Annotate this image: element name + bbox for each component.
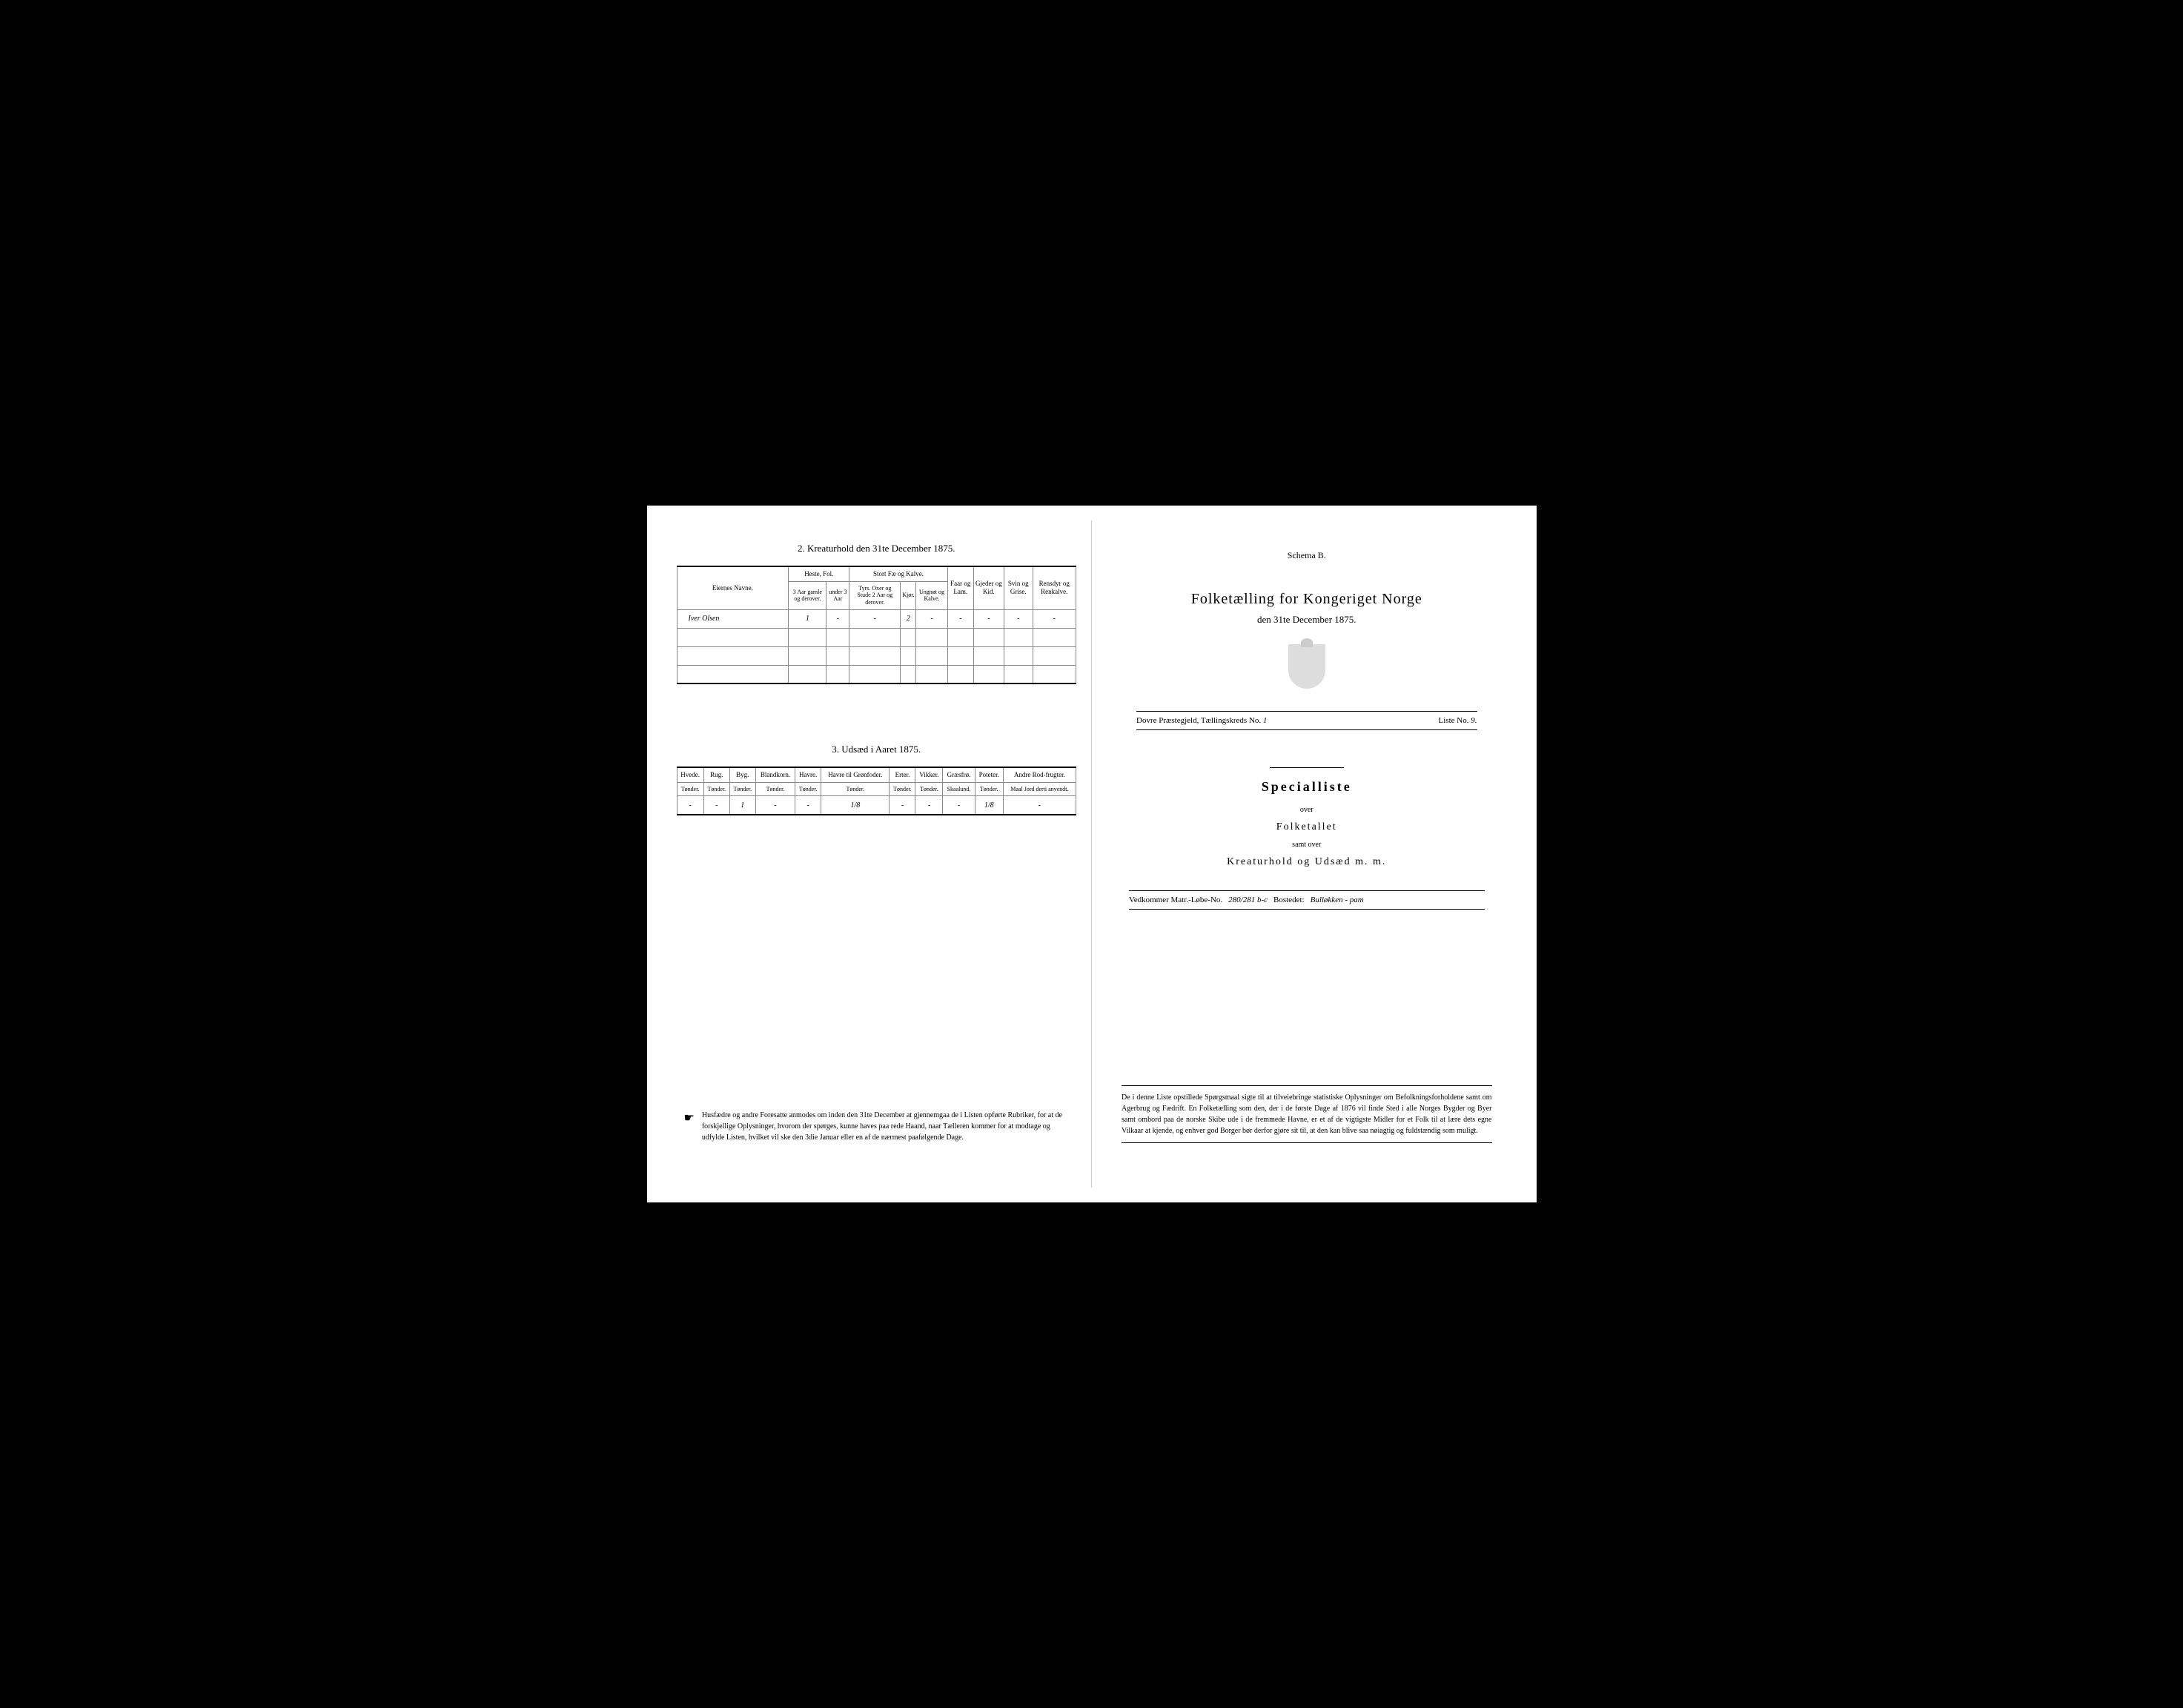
u-col4: Blandkorn. [755, 767, 795, 782]
u-v10: 1/8 [975, 796, 1003, 815]
empty-row [677, 646, 1076, 665]
u-v3: 1 [729, 796, 755, 815]
u-v5: - [795, 796, 821, 815]
footer-text: Husfædre og andre Foresatte anmodes om i… [702, 1110, 1069, 1143]
col-gjeder: Gjeder og Kid. [973, 566, 1004, 609]
norway-crest-icon [1288, 644, 1325, 689]
u-v1: - [677, 796, 703, 815]
u-col2: Rug. [703, 767, 729, 782]
u-col1: Hvede. [677, 767, 703, 782]
row1-v8: - [1004, 609, 1033, 628]
u-v6: 1/8 [821, 796, 890, 815]
bostedet: Bulløkken - pam [1311, 896, 1364, 904]
kreaturhold-line: Kreaturhold og Udsæd m. m. [1107, 856, 1507, 868]
section2-title: 2. Kreaturhold den 31te December 1875. [677, 543, 1077, 555]
u-v4: - [755, 796, 795, 815]
u-col10: Poteter. [975, 767, 1003, 782]
u-unit8: Tønder. [915, 782, 943, 796]
main-title: Folketælling for Kongeriget Norge [1107, 591, 1507, 608]
samt-over: samt over [1107, 841, 1507, 849]
row1-v2: - [827, 609, 849, 628]
row1-v3: - [849, 609, 901, 628]
section3-title: 3. Udsæd i Aaret 1875. [677, 744, 1077, 755]
col-rensdyr: Rensdyr og Renkalve. [1033, 566, 1076, 609]
document-spread: 2. Kreaturhold den 31te December 1875. E… [647, 506, 1537, 1202]
u-unit5: Tønder. [795, 782, 821, 796]
col-heste2: under 3 Aar [827, 581, 849, 609]
udsaed-table: Hvede. Rug. Byg. Blandkorn. Havre. Havre… [677, 767, 1077, 815]
liste-label: Liste No. [1439, 716, 1469, 725]
u-unit7: Tønder. [890, 782, 915, 796]
specialliste-title: Specialliste [1107, 779, 1507, 795]
u-v8: - [915, 796, 943, 815]
over1: over [1107, 806, 1507, 814]
u-col11: Andre Rod-frugter. [1003, 767, 1076, 782]
col-heste1: 3 Aar gamle og derover. [789, 581, 827, 609]
u-col5: Havre. [795, 767, 821, 782]
u-unit10: Tønder. [975, 782, 1003, 796]
empty-row [677, 665, 1076, 683]
u-unit1: Tønder. [677, 782, 703, 796]
u-v11: - [1003, 796, 1076, 815]
col-faar: Faar og Lam. [947, 566, 973, 609]
col-svin: Svin og Grise. [1004, 566, 1033, 609]
u-unit9: Skaalund. [943, 782, 975, 796]
u-col7: Erter. [890, 767, 915, 782]
u-col9: Græsfrø. [943, 767, 975, 782]
u-unit11: Maal Jord derti anvendt. [1003, 782, 1076, 796]
vedkommer-line: Vedkommer Matr.-Løbe-No. 280/281 b-c Bos… [1129, 890, 1485, 910]
row1-v5: - [916, 609, 947, 628]
col-stort1: Tyrs. Oxer og Stude 2 Aar og derover. [849, 581, 901, 609]
bostedet-label: Bostedet: [1273, 896, 1305, 904]
location-line: Dovre Præstegjeld, Tællingskreds No. 1 L… [1136, 711, 1477, 730]
u-unit4: Tønder. [755, 782, 795, 796]
vedkommer-label: Vedkommer Matr.-Løbe-No. [1129, 896, 1222, 904]
row1-v7: - [973, 609, 1004, 628]
u-col3: Byg. [729, 767, 755, 782]
u-v9: - [943, 796, 975, 815]
left-footer: ☛ Husfædre og andre Foresatte anmodes om… [684, 1110, 1070, 1143]
row1-v6: - [947, 609, 973, 628]
col-stort3: Ungnøt og Kalve. [916, 581, 947, 609]
col-heste-group: Heste, Fol. [789, 566, 849, 581]
pointer-icon: ☛ [684, 1110, 695, 1143]
divider [1270, 767, 1344, 768]
date-line: den 31te December 1875. [1107, 614, 1507, 626]
u-v2: - [703, 796, 729, 815]
u-col8: Vikker. [915, 767, 943, 782]
praestegjeld-label: Dovre Præstegjeld, Tællingskreds No. [1136, 716, 1261, 725]
col-eiernes: Eiernes Navne. [677, 566, 789, 609]
left-page: 2. Kreaturhold den 31te December 1875. E… [662, 520, 1093, 1188]
row1-v9: - [1033, 609, 1076, 628]
row1-name: Iver Olsen [677, 609, 789, 628]
u-col6: Havre til Grønfoder. [821, 767, 890, 782]
u-v7: - [890, 796, 915, 815]
matr-no: 280/281 b-c [1228, 896, 1268, 904]
right-footer: De i denne Liste opstillede Spørgsmaal s… [1122, 1085, 1492, 1143]
col-stort-group: Stort Fæ og Kalve. [849, 566, 947, 581]
col-stort2: Kjør. [901, 581, 916, 609]
right-page: Schema B. Folketælling for Kongeriget No… [1092, 520, 1522, 1188]
liste-no: 9. [1471, 716, 1477, 725]
u-unit3: Tønder. [729, 782, 755, 796]
schema-label: Schema B. [1107, 550, 1507, 561]
kreaturhold-table: Eiernes Navne. Heste, Fol. Stort Fæ og K… [677, 566, 1077, 684]
row1-v1: 1 [789, 609, 827, 628]
folketallet: Folketallet [1107, 821, 1507, 833]
kreds-no: 1 [1263, 716, 1268, 725]
row1-v4: 2 [901, 609, 916, 628]
u-unit6: Tønder. [821, 782, 890, 796]
empty-row [677, 628, 1076, 646]
u-unit2: Tønder. [703, 782, 729, 796]
